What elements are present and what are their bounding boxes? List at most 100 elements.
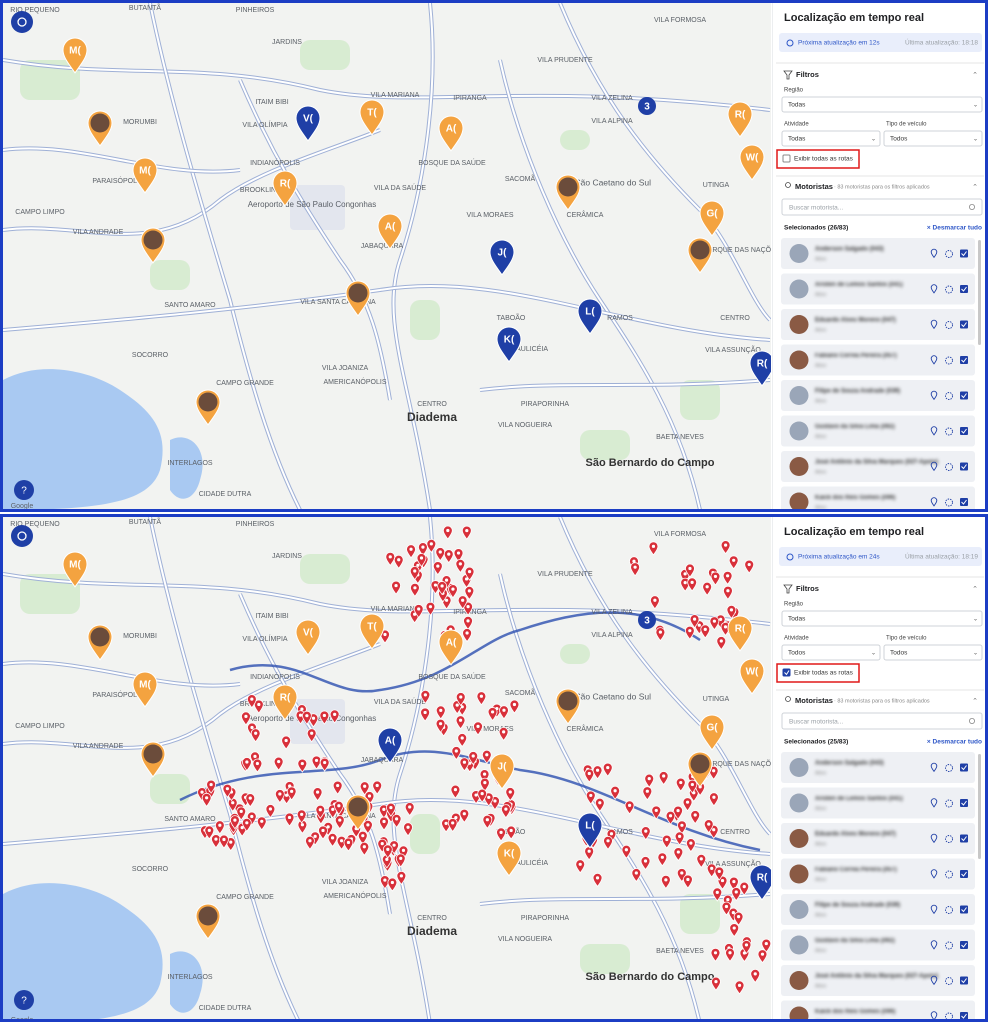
driver-checkbox[interactable] <box>960 320 968 329</box>
vehicle-marker[interactable] <box>132 157 158 194</box>
select[interactable] <box>781 96 983 113</box>
driver-card[interactable] <box>781 238 975 269</box>
route-driver-icon[interactable] <box>945 941 953 950</box>
vehicle-marker[interactable] <box>699 200 725 237</box>
vehicle-marker[interactable] <box>132 671 158 708</box>
vehicle-marker[interactable] <box>749 864 774 901</box>
route-driver-icon[interactable] <box>945 321 953 329</box>
driver-checkbox[interactable] <box>960 1012 968 1020</box>
route-driver-icon[interactable] <box>945 498 953 507</box>
locate-driver-icon[interactable] <box>930 833 938 844</box>
vehicle-marker[interactable] <box>438 115 464 152</box>
vehicle-marker[interactable] <box>295 619 321 656</box>
help-button[interactable] <box>14 990 34 1010</box>
vehicle-marker[interactable] <box>739 144 765 181</box>
driver-checkbox[interactable] <box>960 976 968 985</box>
driver-card[interactable] <box>781 309 975 340</box>
route-driver-icon[interactable] <box>945 250 953 258</box>
vehicle-marker[interactable] <box>489 239 515 276</box>
driver-card[interactable] <box>781 273 975 305</box>
vehicle-marker[interactable] <box>496 840 522 877</box>
vehicle-marker[interactable] <box>272 170 298 207</box>
vehicle-marker[interactable] <box>295 105 321 142</box>
driver-checkbox[interactable] <box>960 285 968 293</box>
driver-card[interactable] <box>781 823 975 854</box>
vehicle-marker[interactable] <box>438 629 464 666</box>
driver-checkbox[interactable] <box>960 498 968 506</box>
routes-checkbox[interactable] <box>782 154 791 163</box>
locate-driver-icon[interactable] <box>930 284 938 294</box>
cluster-marker[interactable] <box>638 97 656 115</box>
select[interactable] <box>883 130 983 147</box>
driver-checkbox[interactable] <box>960 427 968 435</box>
driver-checkbox[interactable] <box>960 763 968 772</box>
locate-button[interactable] <box>11 11 33 33</box>
vehicle-marker[interactable] <box>577 812 603 849</box>
vehicle-marker[interactable] <box>727 101 753 138</box>
driver-card[interactable] <box>781 415 975 447</box>
driver-checkbox[interactable] <box>960 941 968 949</box>
driver-checkbox[interactable] <box>960 905 968 914</box>
driver-card[interactable] <box>781 894 975 925</box>
route-driver-icon[interactable] <box>945 463 953 471</box>
driver-checkbox[interactable] <box>960 462 968 471</box>
vehicle-marker[interactable] <box>739 658 765 695</box>
vehicle-marker[interactable] <box>377 727 403 764</box>
driver-card[interactable] <box>781 380 975 411</box>
locate-driver-icon[interactable] <box>930 426 938 436</box>
driver-checkbox[interactable] <box>960 870 968 878</box>
driver-checkbox[interactable] <box>960 834 968 843</box>
locate-driver-icon[interactable] <box>930 319 938 330</box>
driver-card[interactable] <box>781 752 975 783</box>
clear-selection[interactable]: × Desmarcar tudo <box>927 225 982 232</box>
vehicle-marker[interactable] <box>727 615 753 652</box>
driver-card[interactable] <box>781 787 975 819</box>
route-driver-icon[interactable] <box>945 427 953 436</box>
vehicle-marker[interactable] <box>272 684 298 721</box>
driver-card[interactable] <box>781 486 975 518</box>
vehicle-marker[interactable] <box>62 37 88 74</box>
locate-driver-icon[interactable] <box>930 904 938 915</box>
locate-driver-icon[interactable] <box>930 762 938 773</box>
locate-driver-icon[interactable] <box>930 869 938 879</box>
cluster-marker[interactable] <box>638 611 656 629</box>
route-driver-icon[interactable] <box>945 392 953 400</box>
locate-driver-icon[interactable] <box>930 390 938 401</box>
search-input[interactable] <box>781 198 983 216</box>
locate-driver-icon[interactable] <box>930 975 938 986</box>
locate-driver-icon[interactable] <box>930 248 938 259</box>
driver-card[interactable] <box>781 929 975 961</box>
vehicle-marker[interactable] <box>377 213 403 250</box>
routes-checkbox[interactable] <box>782 668 791 677</box>
route-driver-icon[interactable] <box>945 906 953 914</box>
route-driver-icon[interactable] <box>945 764 953 772</box>
vehicle-marker[interactable] <box>359 613 385 650</box>
driver-card[interactable] <box>781 1000 975 1024</box>
driver-checkbox[interactable] <box>960 799 968 807</box>
route-driver-icon[interactable] <box>945 835 953 843</box>
search-input[interactable] <box>781 712 983 730</box>
locate-driver-icon[interactable] <box>930 798 938 808</box>
route-driver-icon[interactable] <box>945 1012 953 1020</box>
driver-checkbox[interactable] <box>960 391 968 400</box>
driver-checkbox[interactable] <box>960 356 968 364</box>
locate-driver-icon[interactable] <box>930 461 938 472</box>
route-driver-icon[interactable] <box>945 870 953 879</box>
select[interactable] <box>781 644 881 661</box>
locate-driver-icon[interactable] <box>930 940 938 950</box>
driver-card[interactable] <box>781 965 975 996</box>
vehicle-marker[interactable] <box>489 753 515 790</box>
vehicle-marker[interactable] <box>577 298 603 335</box>
vehicle-marker[interactable] <box>496 326 522 363</box>
driver-checkbox[interactable] <box>960 249 968 258</box>
route-driver-icon[interactable] <box>945 285 953 294</box>
vehicle-marker[interactable] <box>749 350 774 387</box>
route-driver-icon[interactable] <box>945 977 953 985</box>
locate-driver-icon[interactable] <box>930 355 938 365</box>
driver-card[interactable] <box>781 858 975 890</box>
route-driver-icon[interactable] <box>945 356 953 365</box>
vehicle-marker[interactable] <box>699 714 725 751</box>
locate-button[interactable] <box>11 525 33 547</box>
locate-driver-icon[interactable] <box>930 1011 938 1020</box>
driver-card[interactable] <box>781 344 975 376</box>
